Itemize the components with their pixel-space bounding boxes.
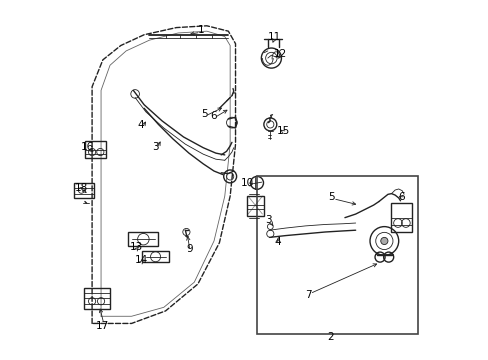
Text: 3: 3 <box>265 215 272 225</box>
Text: 3: 3 <box>152 141 159 152</box>
Bar <box>85 141 106 158</box>
Text: 16: 16 <box>81 142 94 152</box>
Text: 6: 6 <box>209 111 216 121</box>
Text: 12: 12 <box>273 49 286 59</box>
Bar <box>390 203 411 232</box>
Text: 5: 5 <box>201 109 207 120</box>
Bar <box>257 176 418 334</box>
Text: 9: 9 <box>186 244 193 254</box>
Text: 14: 14 <box>134 255 147 265</box>
Text: 4: 4 <box>274 237 281 247</box>
Text: 11: 11 <box>267 32 280 42</box>
Text: 18: 18 <box>75 183 88 193</box>
Text: 7: 7 <box>305 291 311 301</box>
Text: 10: 10 <box>240 178 253 188</box>
Bar <box>142 251 169 262</box>
Bar <box>128 232 158 246</box>
Text: 5: 5 <box>327 192 334 202</box>
Text: 2: 2 <box>326 332 333 342</box>
Bar <box>247 196 263 216</box>
Text: 1: 1 <box>197 25 203 35</box>
Text: 6: 6 <box>397 192 404 202</box>
Bar <box>74 183 94 198</box>
Text: 15: 15 <box>276 126 289 135</box>
Text: 13: 13 <box>129 242 142 252</box>
Circle shape <box>380 237 387 244</box>
Bar <box>83 288 109 309</box>
Text: 17: 17 <box>95 321 108 331</box>
Text: 4: 4 <box>138 120 144 130</box>
